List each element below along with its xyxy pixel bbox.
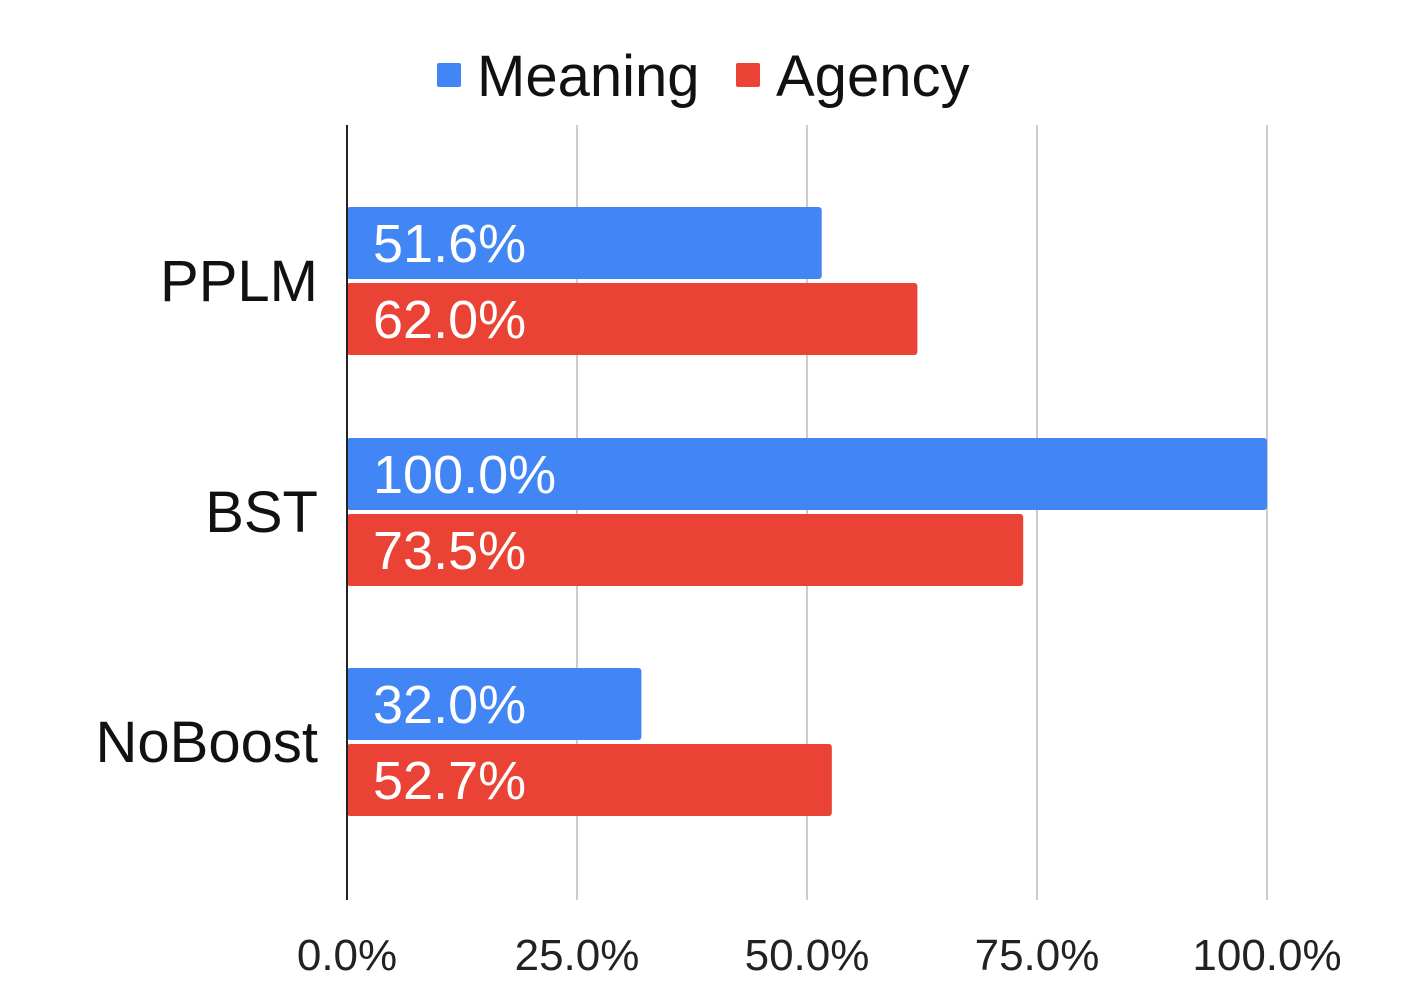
y-category-label: PPLM: [160, 249, 318, 314]
data-label: 52.7%: [373, 751, 526, 811]
legend: Meaning Agency: [437, 44, 969, 109]
x-tick-label: 100.0%: [1192, 931, 1341, 980]
x-tick-label: 25.0%: [515, 931, 640, 980]
bar-agency-noboost: [347, 744, 832, 816]
data-label: 100.0%: [373, 445, 556, 505]
x-tick-label: 0.0%: [297, 931, 397, 980]
bars: 51.6% 62.0% 100.0% 73.5% 32.0% 52.7%: [347, 207, 1267, 816]
bar-meaning-noboost: [347, 668, 642, 740]
x-tick-label: 50.0%: [745, 931, 870, 980]
bar-meaning-pplm: [347, 207, 822, 279]
bar-meaning-bst: [347, 438, 1267, 510]
y-category-label: NoBoost: [96, 710, 318, 775]
legend-swatch-meaning: [437, 63, 461, 87]
legend-label-agency: Agency: [776, 44, 969, 109]
x-tick-label: 75.0%: [975, 931, 1100, 980]
bar-agency-pplm: [347, 283, 918, 355]
bar-agency-bst: [347, 514, 1024, 586]
legend-swatch-agency: [736, 63, 760, 87]
data-label: 32.0%: [373, 675, 526, 735]
axes: 0.0% 25.0% 50.0% 75.0% 100.0% PPLM BST NoBoost: [96, 125, 1342, 980]
legend-label-meaning: Meaning: [477, 44, 699, 109]
data-label: 51.6%: [373, 214, 526, 274]
y-category-label: BST: [205, 480, 318, 545]
data-label: 73.5%: [373, 521, 526, 581]
data-label: 62.0%: [373, 290, 526, 350]
